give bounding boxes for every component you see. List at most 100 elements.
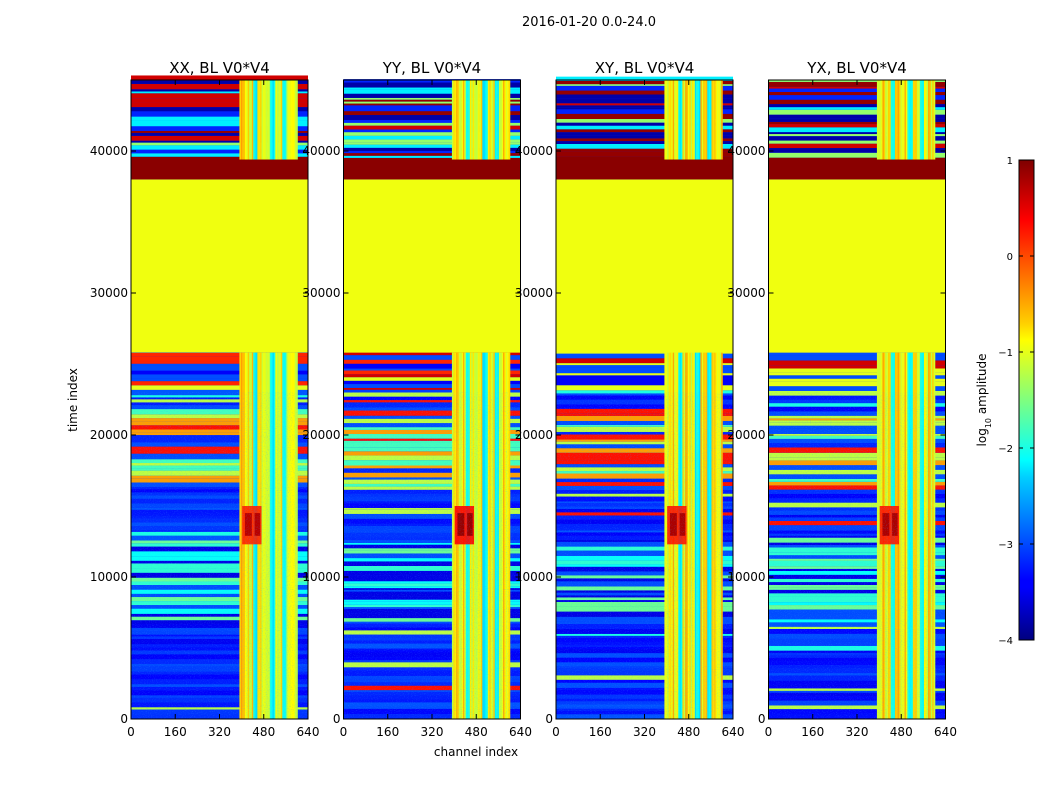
saturated-band (768, 159, 946, 180)
rfi-channel-column (291, 80, 294, 160)
rfi-channel-column (914, 80, 916, 160)
heatmap-row-band (343, 132, 521, 136)
rfi-channel-column (674, 80, 676, 160)
rfi-channel-column (246, 80, 249, 160)
panel: XX, BL V0*V4 0 160 320 480 640 0 10000 20000 3000… (90, 59, 320, 739)
colorbar-tick-label: 1 (1007, 156, 1013, 167)
rfi-channel-column (714, 80, 716, 160)
heatmap-row-band (556, 109, 733, 114)
rfi-channel-column (883, 80, 886, 160)
heatmap-row-band (556, 156, 733, 161)
heatmap-row-band (768, 124, 946, 128)
heatmap-row-band (768, 140, 946, 144)
heatmap-row-band (343, 119, 521, 123)
heatmap-row-band (556, 385, 733, 391)
heatmap-row-band (556, 365, 733, 368)
rfi-channel-column (461, 80, 464, 160)
heatmap-row-band (131, 130, 308, 133)
rfi-channel-column (685, 80, 687, 160)
y-tick-label: 10000 (302, 570, 340, 584)
panel: YY, BL V0*V4 0 160 320 480 640 0 10000 20000 3000… (302, 59, 532, 739)
heatmap-row-band (343, 377, 521, 381)
rfi-channel-column (468, 80, 471, 160)
colorbar-tick-label: −4 (998, 636, 1013, 647)
rfi-channel-column (278, 80, 280, 160)
x-tick-label: 0 (765, 725, 773, 739)
rfi-channel-column (480, 80, 483, 160)
heatmap-row-band (768, 132, 946, 135)
heatmap-row-band (556, 76, 733, 81)
heatmap-row-band (768, 355, 946, 361)
rfi-channel-column (676, 80, 679, 160)
heatmap-row-band (131, 116, 308, 121)
rfi-channel-column (687, 80, 690, 160)
rfi-channel-column (503, 80, 505, 160)
heatmap-row-band (768, 121, 946, 125)
rfi-channel-column (467, 80, 469, 160)
heatmap-row-band (768, 152, 946, 158)
heatmap-row-band (343, 122, 521, 126)
x-tick-label: 320 (208, 725, 231, 739)
heatmap-row-band (343, 157, 521, 161)
rfi-channel-column (240, 80, 243, 160)
heatmap-row-band (556, 363, 733, 366)
heatmap-row-band (556, 358, 733, 364)
heatmap-row-band (556, 125, 733, 130)
rfi-channel-column (696, 80, 698, 160)
heatmap-row-band (768, 86, 946, 89)
heatmap-row-band (556, 141, 733, 144)
rfi-channel-column (876, 80, 879, 160)
rfi-channel-column (242, 80, 244, 160)
rfi-channel-column (678, 80, 680, 160)
rfi-channel-column (922, 80, 925, 160)
rfi-channel-column (671, 80, 674, 160)
rfi-channel-column (249, 80, 251, 160)
rfi-channel-column (912, 80, 915, 160)
noise-texture (131, 392, 308, 719)
y-tick-label: 40000 (515, 144, 553, 158)
heatmap-row-band (556, 351, 733, 354)
rfi-channel-column (682, 80, 685, 160)
x-tick-label: 160 (376, 725, 399, 739)
heatmap-row-band (768, 97, 946, 100)
heatmap-row-band (131, 120, 308, 127)
heatmap-row-band (556, 382, 733, 386)
heatmap-row-band (343, 111, 521, 116)
x-tick-label: 0 (127, 725, 135, 739)
heatmap-row-band (131, 149, 308, 154)
rfi-channel-column (928, 80, 930, 160)
rfi-channel-column (494, 80, 497, 160)
rfi-channel-column (890, 80, 893, 160)
panel-title: YY, BL V0*V4 (382, 59, 481, 77)
heatmap-row-band (343, 150, 521, 154)
y-tick-label: 30000 (515, 286, 553, 300)
heatmap-row-band (768, 365, 946, 369)
rfi-channel-column (665, 80, 668, 160)
rfi-channel-column (251, 80, 254, 160)
heatmap-row-band (556, 390, 733, 394)
rfi-channel-column (293, 80, 296, 160)
colorbar-tick-label: 0 (1007, 252, 1013, 263)
rfi-channel-column (918, 80, 921, 160)
y-tick-label: 20000 (90, 428, 128, 442)
rfi-channel-column (899, 80, 901, 160)
rfi-channel-column (504, 80, 507, 160)
heatmap-row-band (768, 127, 946, 133)
rfi-channel-column (672, 80, 675, 160)
rfi-channel-column (286, 80, 289, 160)
rfi-channel-column (917, 80, 919, 160)
rfi-channel-column (482, 80, 485, 160)
y-tick-label: 20000 (727, 428, 765, 442)
rfi-channel-column (911, 80, 914, 160)
rfi-channel-column (276, 80, 279, 160)
rfi-channel-column (260, 80, 262, 160)
heatmap-row-band (556, 105, 733, 108)
rfi-channel-column (464, 80, 467, 160)
rfi-channel-column (900, 80, 903, 160)
heatmap-row-band (556, 367, 733, 374)
colorbar: 1 0 −1 −2 −3 −4 log10 amplitude (975, 156, 1035, 647)
rfi-channel-column (929, 80, 932, 160)
rfi-channel-column (283, 80, 286, 160)
rfi-channel-column (893, 80, 896, 160)
